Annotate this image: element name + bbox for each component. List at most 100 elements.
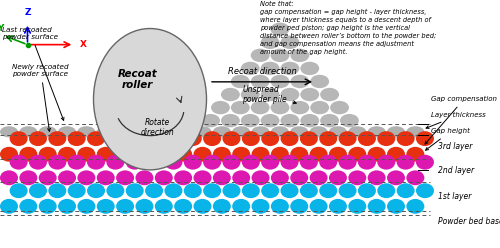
Ellipse shape [174,126,192,137]
Ellipse shape [348,199,366,214]
Text: Recoat
roller: Recoat roller [118,68,158,90]
Ellipse shape [58,147,76,162]
Ellipse shape [126,131,144,146]
Ellipse shape [416,183,434,198]
Ellipse shape [300,155,318,170]
Ellipse shape [213,199,231,214]
Ellipse shape [68,183,86,198]
Ellipse shape [368,147,386,162]
Ellipse shape [155,147,173,162]
Ellipse shape [252,199,270,214]
Text: Gap height: Gap height [426,128,470,150]
Ellipse shape [290,170,308,185]
Ellipse shape [78,126,96,137]
Ellipse shape [222,131,240,146]
Ellipse shape [29,131,47,146]
Ellipse shape [87,131,105,146]
Ellipse shape [78,199,96,214]
Ellipse shape [155,199,173,214]
Ellipse shape [378,131,396,146]
Ellipse shape [58,170,76,185]
Ellipse shape [319,131,337,146]
Ellipse shape [20,199,38,214]
Text: Layer thickness: Layer thickness [426,112,486,128]
Ellipse shape [58,199,76,214]
Ellipse shape [338,183,356,198]
Ellipse shape [260,36,280,49]
Ellipse shape [194,170,212,185]
Ellipse shape [270,101,289,114]
Ellipse shape [290,199,308,214]
Ellipse shape [20,170,38,185]
Text: 1st layer: 1st layer [438,192,471,201]
Ellipse shape [310,170,328,185]
Ellipse shape [416,155,434,170]
Ellipse shape [174,170,192,185]
Ellipse shape [38,199,56,214]
Ellipse shape [174,147,192,162]
Ellipse shape [387,126,405,137]
Ellipse shape [221,114,240,127]
Ellipse shape [38,147,56,162]
Ellipse shape [48,183,66,198]
Ellipse shape [319,183,337,198]
Text: 2nd layer: 2nd layer [438,166,474,175]
Ellipse shape [271,147,289,162]
Ellipse shape [280,62,299,75]
Ellipse shape [68,155,86,170]
Ellipse shape [232,170,250,185]
Ellipse shape [310,101,329,114]
Ellipse shape [241,88,260,101]
Ellipse shape [48,131,66,146]
Ellipse shape [203,155,221,170]
Ellipse shape [194,126,212,137]
Ellipse shape [94,29,206,170]
Ellipse shape [310,126,328,137]
Ellipse shape [136,147,154,162]
Ellipse shape [20,147,38,162]
Ellipse shape [97,170,115,185]
Ellipse shape [300,114,319,127]
Ellipse shape [48,155,66,170]
Ellipse shape [348,126,366,137]
Ellipse shape [38,170,56,185]
Ellipse shape [290,75,310,88]
Ellipse shape [368,199,386,214]
Ellipse shape [231,75,250,88]
Ellipse shape [78,170,96,185]
Ellipse shape [261,131,279,146]
Ellipse shape [310,75,329,88]
Ellipse shape [329,126,347,137]
Ellipse shape [203,183,221,198]
Ellipse shape [242,131,260,146]
Ellipse shape [136,170,154,185]
Ellipse shape [213,147,231,162]
Ellipse shape [184,131,202,146]
Ellipse shape [106,155,124,170]
Ellipse shape [29,155,47,170]
Ellipse shape [78,147,96,162]
Ellipse shape [290,49,310,62]
Ellipse shape [126,155,144,170]
Ellipse shape [164,131,182,146]
Ellipse shape [10,155,28,170]
Ellipse shape [406,126,424,137]
Ellipse shape [222,155,240,170]
Ellipse shape [280,114,299,127]
Ellipse shape [232,126,250,137]
Ellipse shape [280,183,298,198]
Text: Rotate
direction: Rotate direction [140,118,174,137]
Ellipse shape [329,199,347,214]
Ellipse shape [270,49,289,62]
Ellipse shape [260,88,280,101]
Ellipse shape [87,183,105,198]
Ellipse shape [241,62,260,75]
Ellipse shape [300,88,319,101]
Ellipse shape [378,183,396,198]
Ellipse shape [252,126,270,137]
Ellipse shape [280,36,299,49]
Ellipse shape [300,183,318,198]
Ellipse shape [174,199,192,214]
Ellipse shape [250,49,270,62]
Ellipse shape [145,183,163,198]
